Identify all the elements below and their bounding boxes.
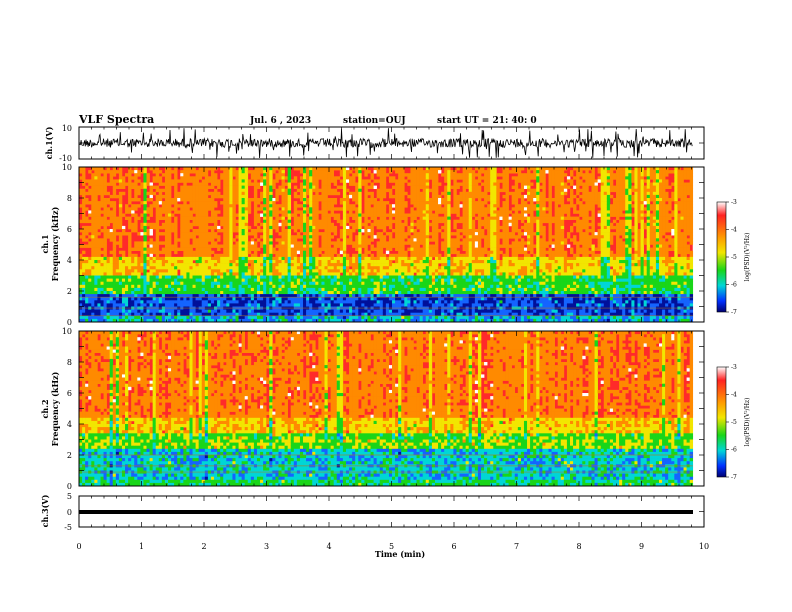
ch1-spectrogram-channel-label: ch.1 [40, 234, 50, 253]
time-axis-tick-labels: 0 1 2 3 4 5 6 7 8 9 10 [76, 542, 709, 551]
ch1-ytick-8: 8 [67, 194, 72, 203]
ch2-colorbar-label: log(PSD)(V²/Hz) [744, 398, 751, 447]
time-tick-6: 6 [451, 542, 456, 551]
ch1-colorbar-scale [716, 201, 727, 313]
time-tick-4: 4 [326, 542, 331, 551]
ch2-ytick-4: 4 [67, 420, 72, 429]
ch2-spectrogram-ylabel: Frequency (kHz) [50, 371, 60, 446]
ch3-ytick-top: 5 [67, 492, 72, 501]
ch2-colorbar-scale [716, 366, 727, 478]
ch3-waveform-ylabel: ch.3(V) [40, 494, 50, 527]
ch2-colorbar-tick--6: -6 [731, 447, 737, 454]
ch2-spectrogram-channel-label: ch.2 [40, 399, 50, 418]
time-axis-label: Time (min) [375, 549, 425, 559]
time-tick-5: 5 [389, 542, 394, 551]
ch1-spectrogram-image [79, 167, 694, 323]
ch2-spectrogram-ticks: 0 2 4 6 8 10 [62, 327, 705, 491]
ch1-ytick-10: 10 [62, 163, 72, 172]
station-label: station=OUJ [343, 116, 406, 126]
start-time-label: start UT = 21: 40: 0 [437, 116, 537, 126]
ch2-ytick-6: 6 [67, 389, 72, 398]
ch1-colorbar: -3 -4 -5 -6 -7 log(PSD)(V²/Hz) [716, 199, 751, 316]
ch1-waveform-line [78, 128, 693, 159]
ch1-waveform-ticks [78, 127, 705, 159]
ch1-ytick-2: 2 [67, 287, 72, 296]
ch1-ytick-bottom: -10 [59, 154, 72, 163]
time-tick-9: 9 [639, 542, 644, 551]
ch3-waveform-panel: 5 0 -5 ch.3(V) [40, 492, 705, 532]
ch1-colorbar-tick--4: -4 [731, 227, 737, 234]
ch3-waveform-ticks [78, 496, 705, 527]
time-tick-0: 0 [76, 542, 81, 551]
ch3-waveform-line [79, 510, 693, 514]
ch2-colorbar-tick--5: -5 [731, 419, 737, 426]
ch1-colorbar-tick--7: -7 [731, 309, 737, 316]
ch2-ytick-0: 0 [67, 482, 72, 491]
ch3-ytick-bottom: -5 [64, 523, 72, 532]
ch1-colorbar-tick--5: -5 [731, 254, 737, 261]
date-label: Jul. 6 , 2023 [249, 116, 311, 126]
ch2-ytick-10: 10 [62, 327, 72, 336]
time-tick-2: 2 [201, 542, 206, 551]
figure-title: VLF Spectra [78, 113, 154, 126]
ch2-spectrogram-image [79, 331, 694, 487]
ch2-ytick-8: 8 [67, 358, 72, 367]
ch1-spectrogram-panel: 0 2 4 6 8 10 ch.1 Frequency (kHz) -3 -4 -5 -6 -7 … [40, 163, 751, 327]
time-tick-3: 3 [264, 542, 269, 551]
ch2-spectrogram-panel: 0 2 4 6 8 10 ch.2 Frequency (kHz) -3 -4 -5 -6 -7 … [40, 327, 751, 491]
ch2-colorbar-tick--4: -4 [731, 392, 737, 399]
ch2-colorbar: -3 -4 -5 -6 -7 log(PSD)(V²/Hz) [716, 364, 751, 481]
ch1-spectrogram-ylabel: Frequency (kHz) [50, 206, 60, 281]
ch3-ytick-mid: 0 [67, 508, 72, 517]
time-tick-10: 10 [699, 542, 709, 551]
ch1-ytick-top: 10 [62, 124, 72, 133]
ch1-spectrogram-ticks: 0 2 4 6 8 10 [62, 163, 705, 327]
ch1-colorbar-tick--6: -6 [731, 282, 737, 289]
ch2-colorbar-tick--7: -7 [731, 474, 737, 481]
time-tick-7: 7 [514, 542, 519, 551]
ch1-waveform-panel: 10 -10 ch.1(V) [44, 124, 705, 163]
time-tick-8: 8 [576, 542, 581, 551]
ch2-colorbar-tick--3: -3 [731, 364, 737, 371]
ch1-colorbar-tick--3: -3 [731, 199, 737, 206]
ch1-ytick-4: 4 [67, 256, 72, 265]
ch1-waveform-ylabel: ch.1(V) [44, 126, 54, 159]
ch1-ytick-6: 6 [67, 225, 72, 234]
ch1-colorbar-label: log(PSD)(V²/Hz) [744, 233, 751, 282]
ch1-ytick-0: 0 [67, 318, 72, 327]
ch2-ytick-2: 2 [67, 451, 72, 460]
time-tick-1: 1 [139, 542, 144, 551]
